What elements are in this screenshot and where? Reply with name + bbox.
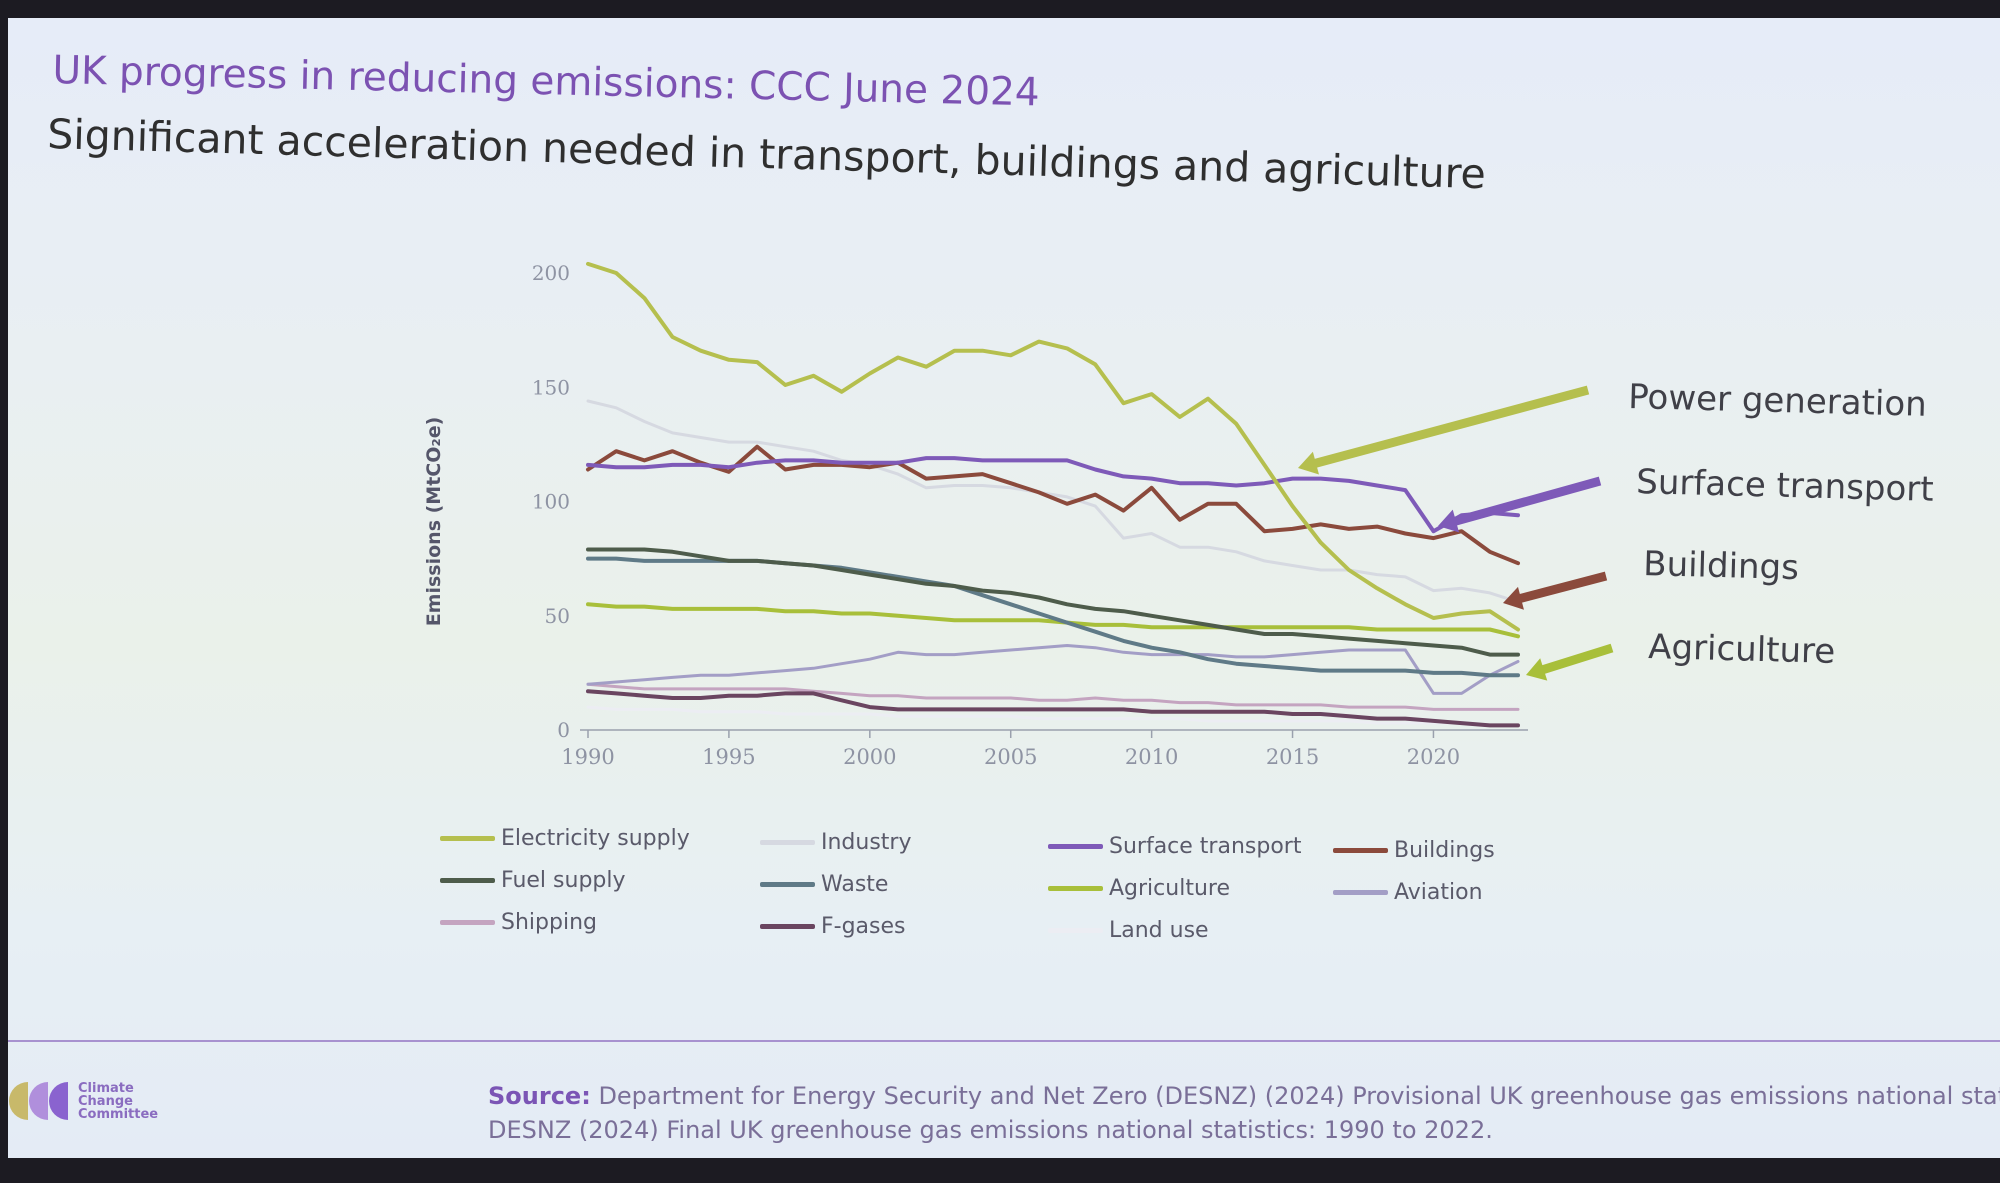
- callout-label: Buildings: [1643, 544, 1800, 588]
- x-tick-label: 1995: [702, 745, 755, 769]
- source-line-1: Department for Energy Security and Net Z…: [598, 1082, 2000, 1110]
- callout-arrow: [1310, 385, 1590, 469]
- legend-swatch: [1048, 886, 1103, 891]
- x-tick-label: 2010: [1125, 745, 1178, 769]
- legend-label: Land use: [1109, 918, 1209, 943]
- logo-line: Change: [78, 1093, 133, 1109]
- source-label: Source:: [488, 1082, 591, 1110]
- series-line-aviation: [586, 644, 1520, 695]
- legend-label: Buildings: [1394, 838, 1495, 863]
- slide: UK progress in reducing emissions: CCC J…: [8, 18, 2000, 1158]
- legend-item-fuel-supply: Fuel supply: [440, 868, 626, 893]
- callout-arrowhead: [1438, 509, 1460, 533]
- x-tick-label: 2015: [1266, 745, 1319, 769]
- legend-label: Aviation: [1394, 880, 1483, 905]
- callout-label: Agriculture: [1648, 627, 1836, 672]
- legend-item-waste: Waste: [760, 872, 888, 897]
- legend-label: Electricity supply: [501, 826, 690, 851]
- series-line-electricity-supply: [586, 261, 1520, 632]
- legend-label: Surface transport: [1109, 834, 1302, 859]
- legend-item-aviation: Aviation: [1333, 880, 1483, 905]
- legend-swatch: [760, 924, 815, 929]
- series-line-fuel-supply: [586, 547, 1520, 657]
- legend-swatch: [760, 882, 815, 887]
- legend-item-buildings: Buildings: [1333, 838, 1495, 863]
- series-line-industry: [586, 399, 1520, 604]
- callout-arrowhead: [1298, 451, 1319, 475]
- legend-swatch: [1333, 848, 1388, 853]
- callout-arrowhead: [1526, 658, 1548, 681]
- legend-item-agriculture: Agriculture: [1048, 876, 1230, 901]
- callout-arrow: [1538, 643, 1614, 676]
- legend-item-land-use: Land use: [1048, 918, 1209, 943]
- y-tick-label: 150: [532, 375, 570, 399]
- callout-label: Surface transport: [1636, 462, 1934, 510]
- series-line-shipping: [586, 682, 1520, 711]
- x-tick-label: 1990: [561, 745, 614, 769]
- series-line-land-use: [586, 705, 1520, 727]
- logo-line: Committee: [78, 1106, 159, 1122]
- legend-swatch: [1333, 890, 1388, 895]
- legend-swatch: [760, 840, 815, 845]
- legend-label: F-gases: [821, 914, 906, 939]
- legend-label: Shipping: [501, 910, 597, 935]
- callout-arrowhead: [1503, 586, 1524, 610]
- legend-item-f-gases: F-gases: [760, 914, 906, 939]
- legend-swatch: [440, 878, 495, 883]
- legend-label: Fuel supply: [501, 868, 626, 893]
- legend-swatch: [1048, 928, 1103, 933]
- x-tick-label: 2020: [1407, 745, 1460, 769]
- y-tick-label: 200: [532, 261, 570, 285]
- emissions-line-chart: 0 50 100 150 200 1990 1995 2000 2005 2010 2015 2020…: [423, 261, 1934, 769]
- logo-line: Climate: [78, 1080, 134, 1096]
- legend-item-industry: Industry: [760, 830, 912, 855]
- callout-label: Power generation: [1628, 377, 1927, 425]
- callout-arrow: [1450, 476, 1602, 527]
- legend-swatch: [440, 836, 495, 841]
- y-tick-label: 100: [532, 490, 570, 514]
- series-line-agriculture: [586, 602, 1520, 639]
- legend-label: Industry: [821, 830, 912, 855]
- legend-item-electricity-supply: Electricity supply: [440, 826, 690, 851]
- x-tick-label: 2005: [984, 745, 1037, 769]
- y-axis-label: Emissions (MtCO₂e): [423, 417, 445, 627]
- legend-item-surface-transport: Surface transport: [1048, 834, 1301, 859]
- legend-swatch: [440, 920, 495, 925]
- legend-item-shipping: Shipping: [440, 910, 597, 935]
- y-tick-label: 50: [545, 604, 570, 628]
- callout-arrow: [1515, 571, 1608, 604]
- ccc-logo: Climate Change Committee: [8, 1080, 158, 1122]
- logo-wordmark: Climate Change Committee: [78, 1082, 158, 1121]
- y-tick-label: 0: [557, 718, 570, 742]
- legend-swatch: [1048, 844, 1103, 849]
- series-line-buildings: [586, 444, 1520, 566]
- series-line-f-gases: [586, 689, 1520, 728]
- ccc-logo-icon: [9, 1082, 68, 1120]
- legend-label: Agriculture: [1109, 876, 1230, 901]
- source-note: Source: Department for Energy Security a…: [488, 1082, 2000, 1144]
- x-tick-label: 2000: [843, 745, 896, 769]
- footer-divider: [8, 1040, 2000, 1042]
- legend-label: Waste: [821, 872, 889, 897]
- source-line-2: DESNZ (2024) Final UK greenhouse gas emi…: [488, 1116, 1493, 1144]
- series-line-surface-transport: [586, 456, 1520, 534]
